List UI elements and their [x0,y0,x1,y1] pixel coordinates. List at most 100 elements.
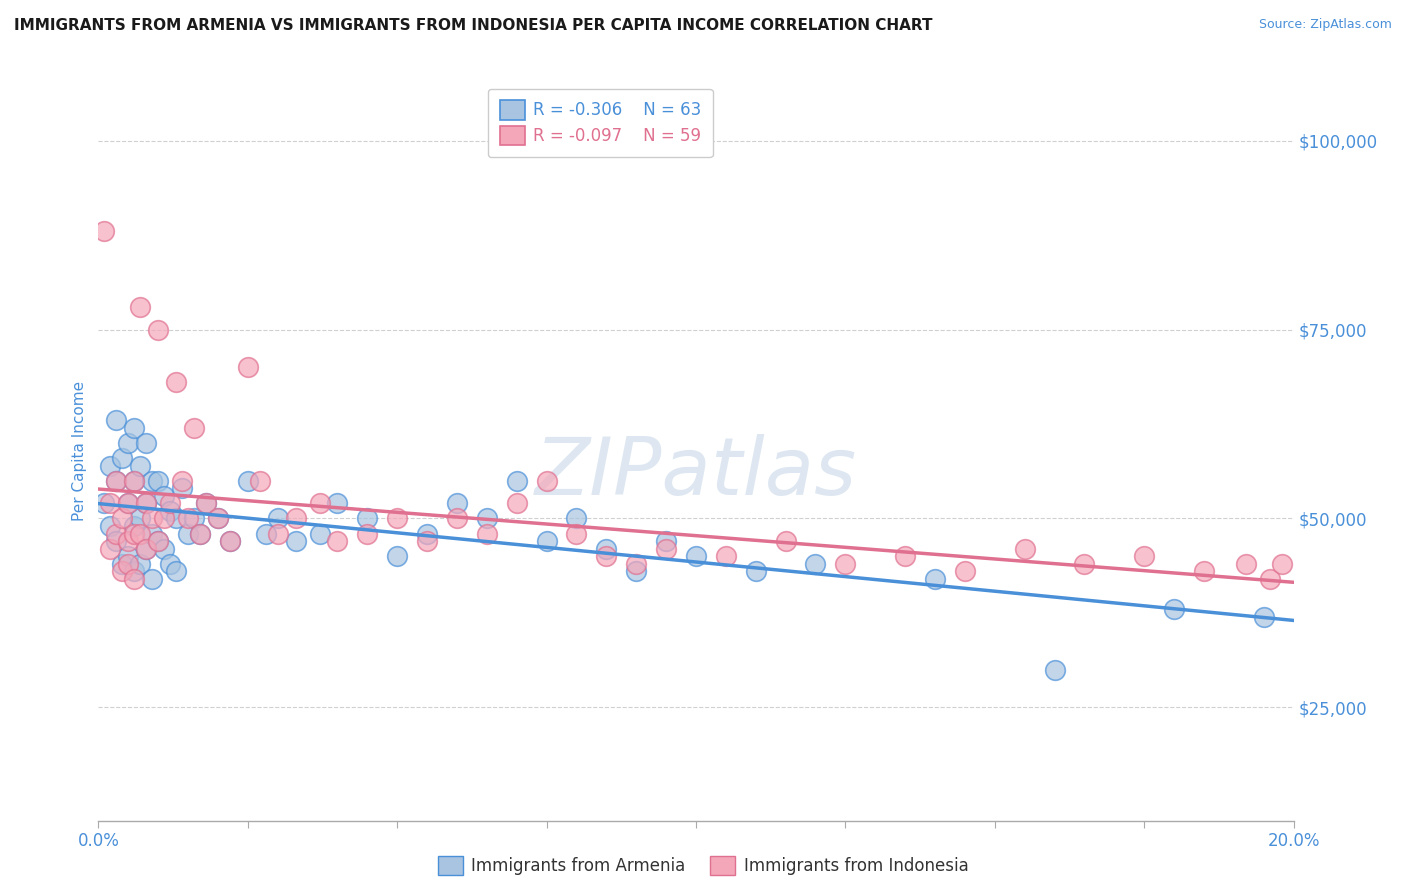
Point [124,519,146,533]
Legend: Immigrants from Armenia, Immigrants from Indonesia: Immigrants from Armenia, Immigrants from… [432,849,974,881]
Point [1253,609,1275,624]
Point [148,322,170,336]
Point [626,557,648,571]
Point [159,557,181,571]
Point [129,526,152,541]
Point [98,496,122,510]
Point [565,511,588,525]
Point [129,557,152,571]
Point [894,549,917,564]
Point [685,549,707,564]
Point [254,526,277,541]
Point [105,534,128,549]
Point [924,572,946,586]
Point [834,557,856,571]
Point [124,421,146,435]
Point [98,519,122,533]
Point [153,541,176,556]
Point [153,511,176,525]
Point [626,565,648,579]
Point [219,534,242,549]
Point [165,511,187,525]
Point [98,541,122,556]
Point [219,534,242,549]
Point [1258,572,1281,586]
Point [506,474,529,488]
Text: ZIPatlas: ZIPatlas [534,434,858,512]
Point [165,565,187,579]
Point [565,526,588,541]
Point [207,511,229,525]
Point [356,526,378,541]
Point [536,534,558,549]
Point [1163,602,1185,616]
Point [745,565,768,579]
Point [475,526,498,541]
Point [416,526,439,541]
Point [183,511,205,525]
Point [129,511,152,525]
Point [135,541,157,556]
Point [183,421,205,435]
Point [308,496,330,510]
Point [124,526,146,541]
Point [249,474,271,488]
Point [595,549,617,564]
Point [326,534,349,549]
Point [148,534,170,549]
Point [284,534,307,549]
Point [135,496,157,510]
Point [141,526,163,541]
Point [124,474,146,488]
Point [111,511,134,525]
Point [595,541,617,556]
Point [124,572,146,586]
Point [135,496,157,510]
Point [141,511,163,525]
Point [714,549,737,564]
Text: IMMIGRANTS FROM ARMENIA VS IMMIGRANTS FROM INDONESIA PER CAPITA INCOME CORRELATI: IMMIGRANTS FROM ARMENIA VS IMMIGRANTS FR… [14,18,932,33]
Point [172,474,194,488]
Point [111,557,134,571]
Point [159,496,181,510]
Point [416,534,439,549]
Point [1234,557,1257,571]
Point [188,526,211,541]
Point [98,458,122,473]
Legend: R = -0.306    N = 63, R = -0.097    N = 59: R = -0.306 N = 63, R = -0.097 N = 59 [488,88,713,157]
Point [267,511,290,525]
Point [93,224,115,238]
Point [326,496,349,510]
Point [385,549,409,564]
Point [207,511,229,525]
Point [177,511,200,525]
Point [105,474,128,488]
Point [236,474,259,488]
Point [129,300,152,314]
Point [172,481,194,495]
Point [117,496,139,510]
Point [153,489,176,503]
Point [177,526,200,541]
Point [284,511,307,525]
Point [446,496,468,510]
Point [385,511,409,525]
Point [267,526,290,541]
Point [165,376,187,390]
Point [129,458,152,473]
Point [148,474,170,488]
Point [124,474,146,488]
Point [655,541,678,556]
Point [506,496,529,510]
Point [117,557,139,571]
Point [1271,557,1294,571]
Point [1073,557,1095,571]
Point [111,565,134,579]
Text: Source: ZipAtlas.com: Source: ZipAtlas.com [1258,18,1392,31]
Point [141,572,163,586]
Point [135,541,157,556]
Point [117,496,139,510]
Point [195,496,218,510]
Point [148,534,170,549]
Point [117,436,139,450]
